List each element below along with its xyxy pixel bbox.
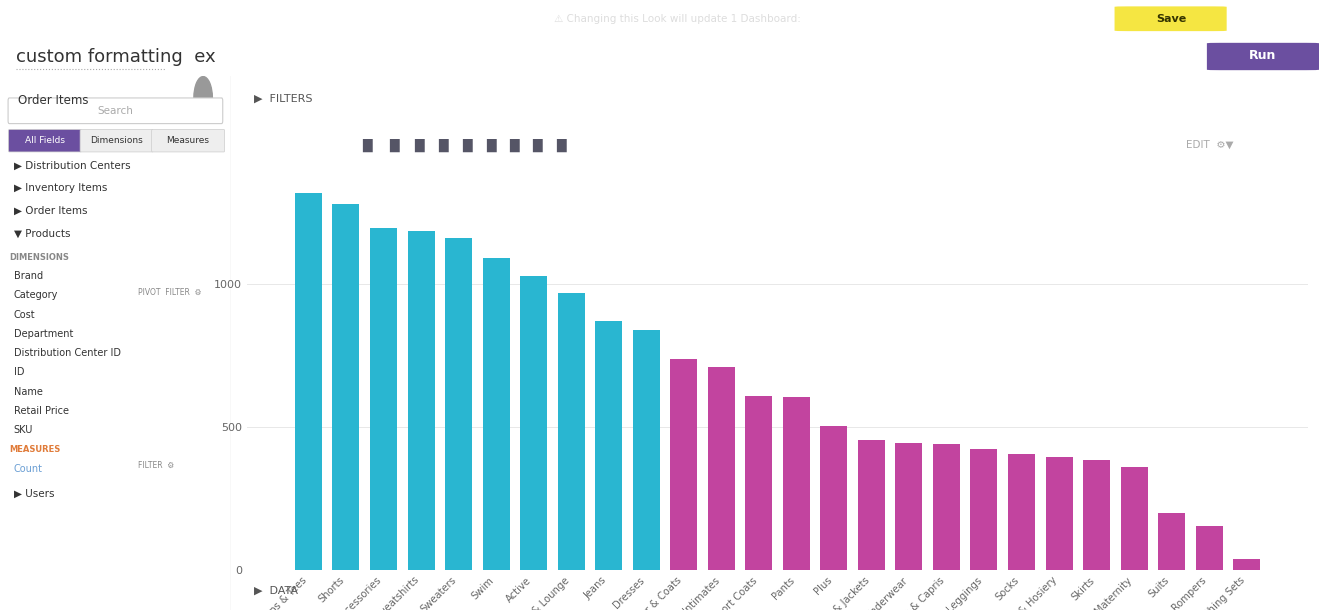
Bar	[369, 228, 397, 570]
Circle shape	[194, 77, 212, 120]
Text: DIMENSIONS: DIMENSIONS	[9, 254, 69, 262]
Text: █: █	[555, 138, 566, 152]
Text: ▼  VISUALIZATION: ▼ VISUALIZATION	[251, 140, 351, 150]
Bar	[782, 397, 810, 570]
Text: █: █	[414, 138, 423, 152]
Bar	[1083, 460, 1111, 570]
FancyBboxPatch shape	[1207, 43, 1319, 70]
Bar	[857, 440, 885, 570]
Bar	[445, 239, 472, 570]
Bar	[483, 259, 509, 570]
Text: MEASURES: MEASURES	[9, 445, 61, 454]
Text: Dimensions: Dimensions	[90, 136, 142, 145]
Text: █: █	[361, 138, 372, 152]
Text: Edit Look: Edit Look	[16, 11, 86, 26]
Text: All Fields: All Fields	[25, 136, 65, 145]
Text: Brand: Brand	[13, 271, 44, 281]
Text: Explore from Here: Explore from Here	[923, 14, 1018, 24]
Bar	[971, 449, 997, 570]
Text: ▶  FILTERS: ▶ FILTERS	[253, 93, 313, 103]
Text: █: █	[438, 138, 448, 152]
Text: Retail Price: Retail Price	[13, 406, 69, 416]
Bar	[520, 276, 547, 570]
Text: EDIT  ⚙▼: EDIT ⚙▼	[1186, 140, 1233, 150]
Bar	[896, 443, 922, 570]
Text: Order Items: Order Items	[18, 94, 88, 107]
Bar	[633, 330, 660, 570]
Bar	[708, 367, 735, 570]
Bar	[558, 293, 584, 570]
FancyBboxPatch shape	[80, 129, 153, 152]
FancyBboxPatch shape	[8, 98, 223, 124]
Text: ID: ID	[13, 367, 24, 378]
Text: Name: Name	[13, 387, 42, 396]
Text: █: █	[532, 138, 542, 152]
Text: █: █	[462, 138, 472, 152]
Bar	[408, 231, 434, 570]
Bar	[1158, 513, 1186, 570]
Text: Run: Run	[1249, 49, 1277, 62]
Text: custom formatting  ex: custom formatting ex	[16, 48, 215, 65]
Text: Example Dashboard.: Example Dashboard.	[828, 14, 950, 24]
Text: FILTER  ⚙: FILTER ⚙	[138, 461, 174, 470]
Text: Count: Count	[13, 464, 42, 473]
Text: ⚠ Changing this Look will update 1 Dashboard:: ⚠ Changing this Look will update 1 Dashb…	[554, 14, 805, 24]
Bar	[1008, 454, 1035, 570]
Text: Measures: Measures	[166, 136, 210, 145]
Text: Cancel: Cancel	[1062, 14, 1097, 24]
Text: █: █	[389, 138, 398, 152]
Text: ▼ Products: ▼ Products	[13, 228, 70, 239]
Bar	[1233, 559, 1260, 570]
Text: Save: Save	[1157, 14, 1186, 24]
Text: █: █	[485, 138, 496, 152]
Text: ▶  DATA: ▶ DATA	[253, 586, 298, 596]
Text: Distribution Center ID: Distribution Center ID	[13, 348, 121, 358]
Text: █: █	[509, 138, 520, 152]
Bar	[332, 204, 360, 570]
Text: Department: Department	[13, 329, 74, 339]
Bar	[595, 321, 623, 570]
Bar	[1121, 467, 1148, 570]
Bar	[933, 445, 960, 570]
Text: ▶ Inventory Items: ▶ Inventory Items	[13, 184, 107, 193]
Text: SKU: SKU	[13, 425, 33, 435]
Text: Search: Search	[98, 106, 133, 116]
Bar	[1195, 526, 1223, 570]
Text: Category: Category	[13, 290, 58, 300]
Bar	[820, 426, 847, 570]
Bar	[1046, 458, 1072, 570]
Text: ▶ Users: ▶ Users	[13, 489, 54, 499]
Text: ▶ Distribution Centers: ▶ Distribution Centers	[13, 161, 131, 171]
Text: Cost: Cost	[13, 310, 36, 320]
Text: ▶ Order Items: ▶ Order Items	[13, 206, 87, 216]
FancyBboxPatch shape	[152, 129, 224, 152]
FancyBboxPatch shape	[8, 129, 82, 152]
Bar	[745, 396, 773, 570]
Text: PIVOT  FILTER  ⚙: PIVOT FILTER ⚙	[138, 288, 202, 296]
Bar	[295, 193, 322, 570]
Bar	[670, 359, 698, 570]
FancyBboxPatch shape	[1115, 6, 1227, 31]
